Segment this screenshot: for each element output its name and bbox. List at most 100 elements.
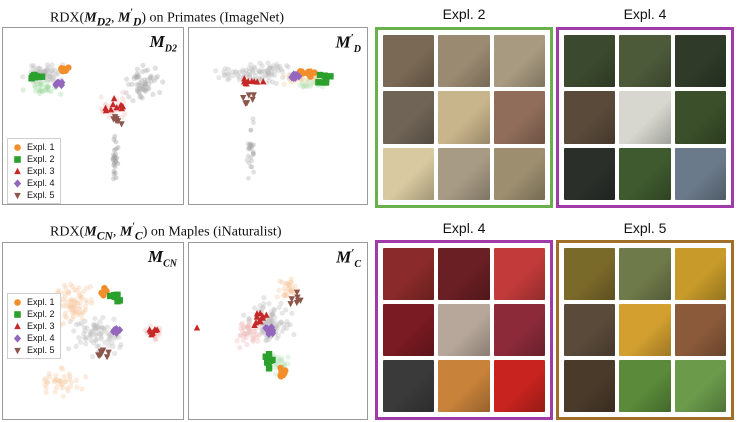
background-point — [113, 159, 119, 165]
background-point — [252, 72, 259, 78]
background-point — [107, 334, 113, 340]
background-point — [111, 335, 117, 341]
background-point — [113, 151, 119, 157]
background-point — [89, 300, 95, 306]
background-point — [77, 339, 83, 345]
background-point — [143, 87, 149, 93]
background-point — [243, 67, 249, 74]
scatter-plot-r2-left — [41, 281, 163, 399]
legend-r1: Expl. 1 Expl. 2 Expl. 3 Expl. 4 Expl. 5 — [7, 138, 61, 204]
background-point — [117, 344, 123, 350]
background-point — [93, 331, 99, 337]
legend-entry: Expl. 2 — [13, 153, 55, 165]
background-point — [251, 65, 257, 71]
background-point — [44, 67, 50, 73]
background-point — [156, 89, 163, 96]
expl-5-marker — [240, 95, 247, 102]
legend-label: Expl. 1 — [27, 297, 55, 307]
background-point — [277, 278, 283, 284]
background-point — [113, 175, 119, 181]
background-point — [73, 309, 80, 316]
background-point — [68, 383, 74, 390]
example-image-thumbnail — [564, 91, 616, 144]
expl-title-r2-b: Expl. 5 — [623, 220, 667, 236]
background-point — [246, 145, 252, 151]
background-point — [63, 303, 69, 309]
background-point — [81, 330, 87, 337]
example-image-thumbnail — [438, 91, 490, 144]
background-point — [111, 176, 116, 182]
background-point — [240, 69, 246, 75]
background-point — [248, 332, 254, 338]
background-point — [111, 162, 117, 168]
background-point — [104, 330, 111, 336]
background-point — [45, 64, 52, 70]
background-point — [59, 382, 65, 388]
image-grid-r1-b — [556, 27, 734, 208]
background-point — [265, 70, 272, 76]
scatter-plot-r1-left — [20, 62, 166, 182]
example-image-thumbnail — [383, 147, 435, 200]
expl-3-marker — [118, 102, 125, 109]
background-point — [292, 283, 298, 289]
background-point — [278, 319, 284, 325]
background-point — [256, 68, 262, 75]
legend-entry: Expl. 5 — [13, 189, 55, 201]
background-point — [42, 68, 48, 74]
background-point — [265, 60, 271, 66]
background-point — [47, 73, 53, 80]
background-point — [251, 328, 258, 334]
expl-2-marker — [265, 365, 273, 372]
background-point — [222, 66, 228, 72]
expl-5-marker — [242, 100, 249, 107]
expl-3-marker — [241, 75, 248, 82]
expl-1-marker — [277, 373, 285, 380]
example-image-thumbnail — [564, 35, 616, 88]
background-point — [260, 304, 266, 310]
background-point — [76, 293, 82, 299]
expl-2-marker — [265, 359, 272, 367]
background-point — [131, 75, 137, 81]
background-point — [63, 379, 69, 385]
example-image-thumbnail — [674, 360, 726, 412]
expl-title-r2-a: Expl. 4 — [442, 220, 486, 236]
background-point — [285, 354, 291, 360]
background-point — [77, 299, 84, 305]
example-image-thumbnail — [674, 91, 726, 144]
background-point — [270, 311, 276, 317]
background-point — [287, 282, 293, 288]
background-point — [230, 72, 236, 79]
background-point — [73, 322, 79, 328]
background-point — [278, 300, 284, 307]
background-point — [90, 340, 97, 346]
example-image-thumbnail — [383, 360, 435, 412]
image-grid-r1-a — [375, 27, 553, 208]
background-point — [54, 377, 60, 383]
expl-3-marker — [259, 312, 266, 319]
background-point — [61, 373, 67, 379]
example-image-thumbnail — [619, 35, 671, 88]
background-point — [236, 77, 242, 83]
background-point — [268, 312, 274, 318]
background-point — [37, 83, 43, 89]
expl-1-marker — [60, 65, 67, 73]
background-point — [71, 287, 77, 293]
background-point — [241, 312, 247, 318]
background-point — [71, 309, 78, 315]
background-point — [115, 161, 121, 166]
background-point — [34, 79, 41, 85]
background-point — [136, 74, 142, 80]
background-point — [79, 294, 85, 301]
background-point — [283, 325, 290, 331]
background-point — [266, 320, 272, 326]
background-point — [70, 313, 76, 320]
background-point — [123, 90, 129, 96]
example-image-thumbnail — [383, 248, 435, 300]
background-point — [250, 151, 256, 157]
background-point — [269, 313, 275, 319]
background-point — [113, 159, 119, 164]
background-point — [63, 299, 69, 305]
background-point — [225, 71, 231, 77]
background-point — [140, 86, 146, 92]
background-point — [88, 333, 94, 339]
